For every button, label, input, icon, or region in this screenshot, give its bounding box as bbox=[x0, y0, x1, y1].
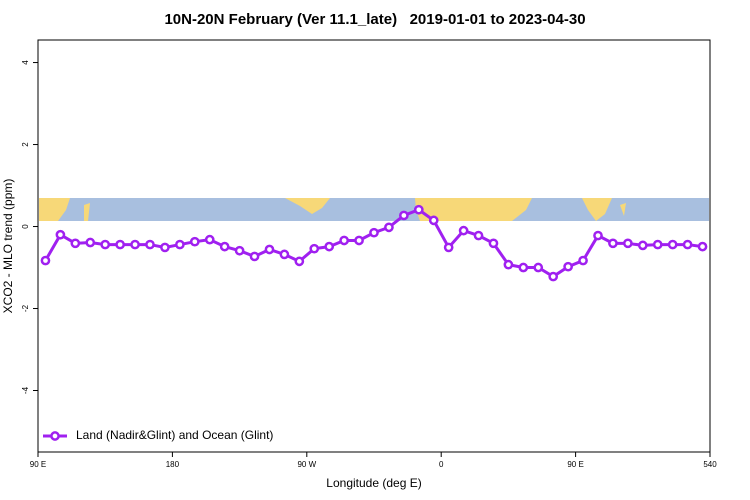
point bbox=[384, 222, 394, 233]
point bbox=[115, 239, 125, 250]
point bbox=[309, 243, 320, 254]
x-tick-label: 90 E bbox=[30, 460, 46, 469]
y-tick-label: 0 bbox=[21, 224, 30, 229]
legend-marker bbox=[50, 431, 60, 441]
map-strip bbox=[39, 198, 709, 221]
point bbox=[160, 242, 170, 253]
point bbox=[697, 241, 708, 252]
plot-frame bbox=[37, 39, 711, 453]
legend-label: Land (Nadir&Glint) and Ocean (Glint) bbox=[76, 428, 273, 442]
x-axis-label: Longitude (deg E) bbox=[326, 476, 421, 490]
point bbox=[70, 238, 81, 249]
y-tick-label: -2 bbox=[21, 304, 30, 312]
y-tick-label: 2 bbox=[21, 142, 30, 147]
point bbox=[488, 238, 499, 249]
point bbox=[443, 242, 454, 253]
point bbox=[189, 236, 200, 247]
point bbox=[85, 237, 96, 248]
point bbox=[294, 256, 305, 267]
point bbox=[369, 227, 379, 238]
point bbox=[623, 238, 633, 249]
y-tick-label: -4 bbox=[21, 386, 30, 394]
point bbox=[563, 261, 573, 272]
point bbox=[548, 271, 559, 282]
point bbox=[339, 235, 349, 246]
point bbox=[100, 239, 111, 250]
point bbox=[652, 239, 663, 250]
point bbox=[354, 235, 364, 246]
point bbox=[503, 259, 514, 270]
point bbox=[130, 239, 140, 250]
point bbox=[428, 215, 439, 226]
point bbox=[608, 238, 618, 249]
point bbox=[204, 234, 215, 245]
point bbox=[40, 255, 51, 266]
point bbox=[667, 239, 678, 250]
point bbox=[264, 244, 275, 255]
point bbox=[399, 210, 409, 221]
chart-title: 10N-20N February (Ver 11.1_late) 2019-01… bbox=[164, 11, 585, 28]
x-tick-label: 540 bbox=[703, 460, 717, 469]
point bbox=[249, 251, 260, 262]
point bbox=[593, 230, 603, 241]
point bbox=[234, 245, 245, 256]
y-axis-label: XCO2 - MLO trend (ppm) bbox=[1, 179, 15, 314]
point bbox=[219, 241, 230, 252]
point bbox=[533, 262, 544, 273]
x-tick-label: 0 bbox=[439, 460, 444, 469]
point bbox=[578, 255, 588, 266]
point bbox=[458, 225, 469, 236]
x-tick-label: 90 E bbox=[567, 460, 583, 469]
point bbox=[279, 249, 290, 260]
point bbox=[518, 262, 529, 273]
point bbox=[413, 204, 424, 215]
y-tick-label: 4 bbox=[21, 60, 30, 65]
x-tick-label: 180 bbox=[166, 460, 180, 469]
point bbox=[473, 230, 484, 241]
point bbox=[55, 229, 66, 240]
x-tick-label: 90 W bbox=[297, 460, 316, 469]
point bbox=[145, 239, 155, 250]
point bbox=[175, 239, 185, 250]
point bbox=[682, 239, 693, 250]
point bbox=[324, 241, 335, 252]
point bbox=[637, 240, 648, 251]
